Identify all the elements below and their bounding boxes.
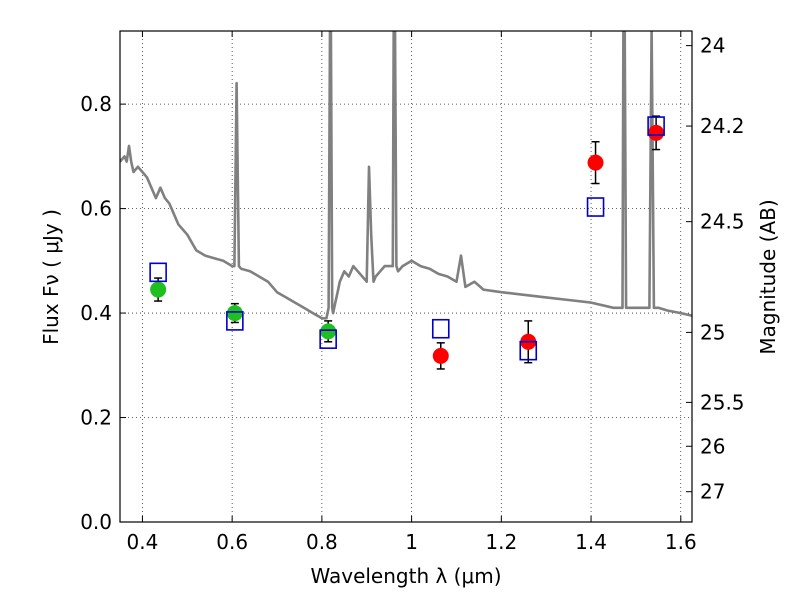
y-tick-label: 0.2 [80, 406, 112, 430]
hst-photometry-point [226, 305, 243, 322]
hst-photometry-point [150, 281, 167, 298]
x-tick-label: 0.8 [306, 530, 338, 554]
grid-layer [120, 31, 692, 523]
x-tick-label: 0.6 [216, 530, 248, 554]
model-photometry-square [431, 318, 450, 339]
x-tick-label: 0.4 [127, 530, 159, 554]
y-axis-label: Flux Fν ( μJy ) [39, 209, 63, 345]
model-photometry-square [149, 262, 167, 283]
plot-layer [120, 31, 692, 370]
y2-axis-label: Magnitude (AB) [756, 199, 780, 354]
y2-tick-label: 27 [700, 480, 725, 504]
model-photometry-square [319, 329, 337, 349]
y2-tick-label: 24.2 [700, 114, 745, 138]
axis-layer: 0.4 0.6 0.8 1 1.2 1.4 1.6 0.0 0.2 0.4 0.6 0.8 24 24.2… [80, 31, 745, 554]
model-photometry-square [519, 340, 538, 361]
x-tick-label: 1 [405, 530, 418, 554]
y2-tick-label: 26 [700, 434, 725, 458]
y-tick-label: 0.6 [80, 197, 112, 221]
model-photometry-square [586, 197, 605, 217]
ir-photometry-point [587, 154, 604, 171]
hst-photometry-point [320, 323, 337, 340]
y-tick-label: 0.0 [80, 510, 112, 534]
ir-photometry-point [648, 124, 665, 141]
model-spectrum-line [120, 31, 692, 320]
plot-frame [119, 30, 693, 523]
y2-tick-label: 25.5 [700, 390, 745, 414]
model-photometry-square [647, 116, 665, 136]
y2-tick-label: 24.5 [700, 210, 745, 234]
y2-tick-label: 25 [700, 320, 725, 344]
x-tick-label: 1.2 [485, 530, 517, 554]
x-tick-label: 1.6 [665, 530, 697, 554]
model-photometry-square [226, 311, 244, 331]
x-tick-label: 1.4 [575, 530, 607, 554]
y2-tick-label: 24 [700, 34, 725, 58]
x-axis-label: Wavelength λ (μm) [310, 564, 501, 588]
ir-photometry-point [432, 347, 449, 364]
y-tick-label: 0.8 [80, 92, 112, 116]
y-tick-label: 0.4 [80, 301, 112, 325]
